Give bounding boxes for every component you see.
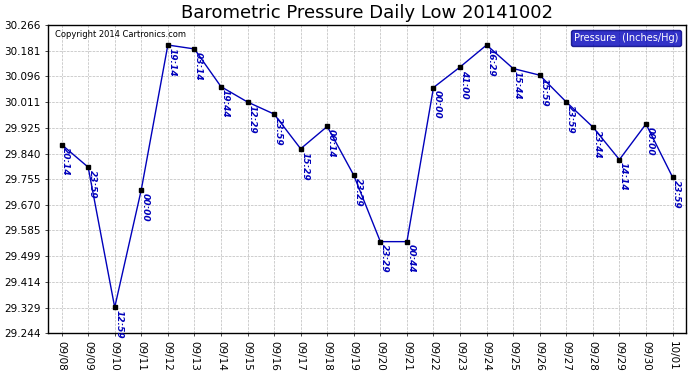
Text: 23:59: 23:59 (274, 117, 283, 146)
Text: 19:44: 19:44 (221, 89, 230, 118)
Text: 00:00: 00:00 (646, 127, 655, 155)
Title: Barometric Pressure Daily Low 20141002: Barometric Pressure Daily Low 20141002 (181, 4, 553, 22)
Text: 23:29: 23:29 (353, 178, 362, 207)
Legend: Pressure  (Inches/Hg): Pressure (Inches/Hg) (571, 30, 681, 46)
Text: 19:14: 19:14 (168, 48, 177, 76)
Text: 00:00: 00:00 (141, 192, 150, 221)
Text: 12:29: 12:29 (247, 105, 256, 134)
Text: 23:29: 23:29 (380, 244, 389, 273)
Text: 00:00: 00:00 (433, 90, 442, 119)
Text: 23:59: 23:59 (566, 105, 575, 134)
Text: 23:44: 23:44 (593, 130, 602, 159)
Text: 23:59: 23:59 (672, 180, 681, 209)
Text: 00:44: 00:44 (406, 244, 415, 273)
Text: 20:14: 20:14 (61, 147, 70, 176)
Text: 14:14: 14:14 (619, 162, 628, 191)
Text: 12:59: 12:59 (115, 310, 124, 339)
Text: 15:59: 15:59 (540, 78, 549, 106)
Text: 41:00: 41:00 (460, 70, 469, 98)
Text: Copyright 2014 Cartronics.com: Copyright 2014 Cartronics.com (55, 30, 186, 39)
Text: 15:44: 15:44 (513, 71, 522, 100)
Text: 15:29: 15:29 (300, 152, 309, 180)
Text: 23:59: 23:59 (88, 170, 97, 198)
Text: 00:14: 00:14 (327, 129, 336, 158)
Text: 03:14: 03:14 (194, 52, 203, 80)
Text: 16:29: 16:29 (486, 48, 495, 76)
